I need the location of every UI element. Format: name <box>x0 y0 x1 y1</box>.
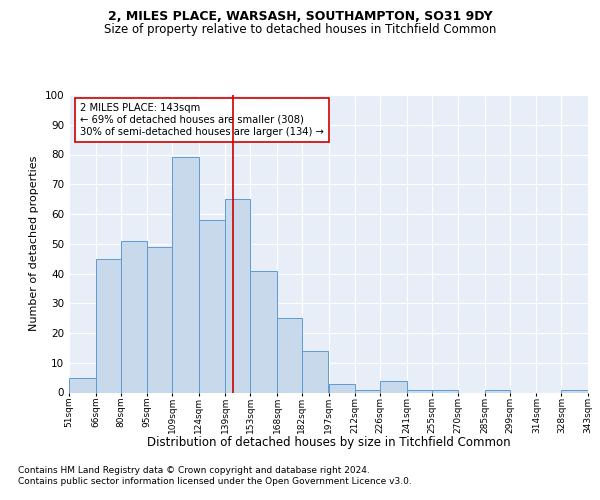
Bar <box>250 270 277 392</box>
Bar <box>147 246 172 392</box>
Bar <box>431 390 458 392</box>
Bar <box>277 318 302 392</box>
Y-axis label: Number of detached properties: Number of detached properties <box>29 156 39 332</box>
Bar <box>199 220 226 392</box>
Bar <box>226 199 250 392</box>
Bar <box>302 351 329 393</box>
Text: Contains public sector information licensed under the Open Government Licence v3: Contains public sector information licen… <box>18 478 412 486</box>
Bar <box>172 158 199 392</box>
Text: Contains HM Land Registry data © Crown copyright and database right 2024.: Contains HM Land Registry data © Crown c… <box>18 466 370 475</box>
Text: 2 MILES PLACE: 143sqm
← 69% of detached houses are smaller (308)
30% of semi-det: 2 MILES PLACE: 143sqm ← 69% of detached … <box>80 104 324 136</box>
Bar <box>121 241 147 392</box>
Bar <box>329 384 355 392</box>
Bar <box>562 390 588 392</box>
Bar <box>380 380 407 392</box>
Bar <box>69 378 95 392</box>
Text: Distribution of detached houses by size in Titchfield Common: Distribution of detached houses by size … <box>147 436 511 449</box>
Bar <box>95 258 121 392</box>
Text: 2, MILES PLACE, WARSASH, SOUTHAMPTON, SO31 9DY: 2, MILES PLACE, WARSASH, SOUTHAMPTON, SO… <box>107 10 493 23</box>
Text: Size of property relative to detached houses in Titchfield Common: Size of property relative to detached ho… <box>104 22 496 36</box>
Bar <box>485 390 510 392</box>
Bar <box>407 390 431 392</box>
Bar <box>355 390 380 392</box>
